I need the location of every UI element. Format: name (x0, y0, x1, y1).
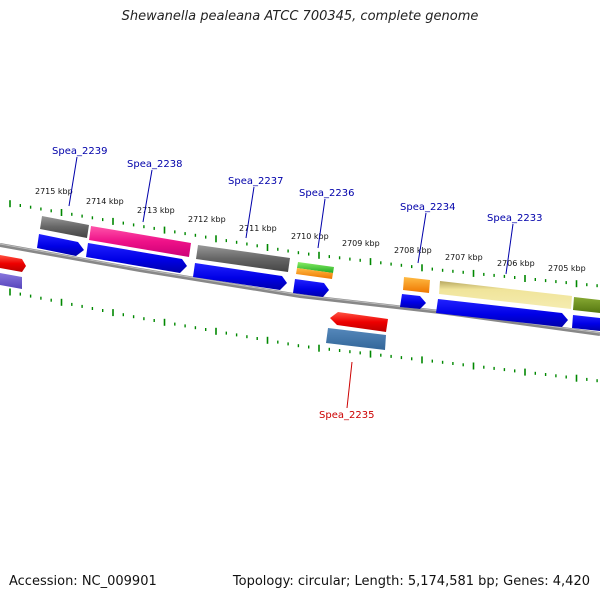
kbp-label: 2707 kbp (445, 253, 483, 262)
gene-label-spea-2236[interactable]: Spea_2236 (299, 188, 354, 199)
gene-label-spea-2239[interactable]: Spea_2239 (52, 146, 107, 157)
gene-spea-2239-feature[interactable] (40, 216, 89, 238)
genome-title: Shewanella pealeana ATCC 700345, complet… (121, 9, 479, 24)
leader-line-spea-2237 (245, 186, 255, 239)
gene-spea-2237-feature[interactable] (196, 245, 290, 272)
kbp-label: 2711 kbp (239, 224, 277, 233)
kbp-label: 2709 kbp (342, 239, 380, 248)
gene-spea-2238-cds[interactable] (86, 243, 187, 273)
leader-line-spea-2234 (417, 212, 427, 264)
gene-spea-2233-cds[interactable] (436, 299, 568, 327)
gene-spea-2233-feature[interactable] (439, 281, 572, 309)
gene-spea-2234-cds[interactable] (400, 294, 426, 309)
leader-line-spea-2233 (505, 223, 514, 275)
gene-spea-2236-cds[interactable] (293, 279, 329, 297)
kbp-label: 2713 kbp (137, 206, 175, 215)
gene-spea-2237-cds[interactable] (193, 263, 287, 290)
leader-line-spea-2235 (346, 361, 353, 409)
gene-label-spea-2234[interactable]: Spea_2234 (400, 202, 455, 213)
gene-label-spea-2237[interactable]: Spea_2237 (228, 176, 283, 187)
kbp-label: 2710 kbp (291, 232, 329, 241)
outer-ruler-ticks (9, 200, 598, 288)
gene-label-spea-2233[interactable]: Spea_2233 (487, 213, 542, 224)
genome-topology-info: Topology: circular; Length: 5,174,581 bp… (232, 574, 590, 589)
inner-ruler-ticks (9, 288, 598, 383)
purple-feature-left[interactable] (0, 273, 22, 289)
kbp-label: 2708 kbp (394, 246, 432, 255)
gene-spea-2236-feature-orange[interactable] (296, 268, 333, 279)
blue-cds-right[interactable] (572, 315, 600, 331)
leader-line-spea-2239 (68, 156, 78, 207)
gene-spea-2235-cds[interactable] (326, 328, 386, 350)
gene-spea-2234-feature[interactable] (403, 277, 430, 293)
gene-label-spea-2238[interactable]: Spea_2238 (127, 159, 182, 170)
gene-spea-2235-feature[interactable] (330, 312, 388, 332)
kbp-label: 2712 kbp (188, 215, 226, 224)
gene-spea-2238-feature[interactable] (89, 226, 191, 257)
gene-spea-2236-feature-green[interactable] (297, 262, 334, 273)
olive-feature-right[interactable] (573, 297, 600, 313)
kbp-label: 2706 kbp (497, 259, 535, 268)
accession-text: Accession: NC_009901 (9, 574, 157, 589)
gene-label-spea-2235[interactable]: Spea_2235 (319, 410, 374, 421)
kbp-label: 2705 kbp (548, 264, 586, 273)
leader-line-spea-2238 (142, 169, 153, 223)
leader-line-spea-2236 (317, 198, 326, 249)
gene-spea-2239-cds[interactable] (37, 234, 84, 256)
red-feature-left[interactable] (0, 255, 26, 272)
kbp-label: 2714 kbp (86, 197, 124, 206)
kbp-label: 2715 kbp (35, 187, 73, 196)
